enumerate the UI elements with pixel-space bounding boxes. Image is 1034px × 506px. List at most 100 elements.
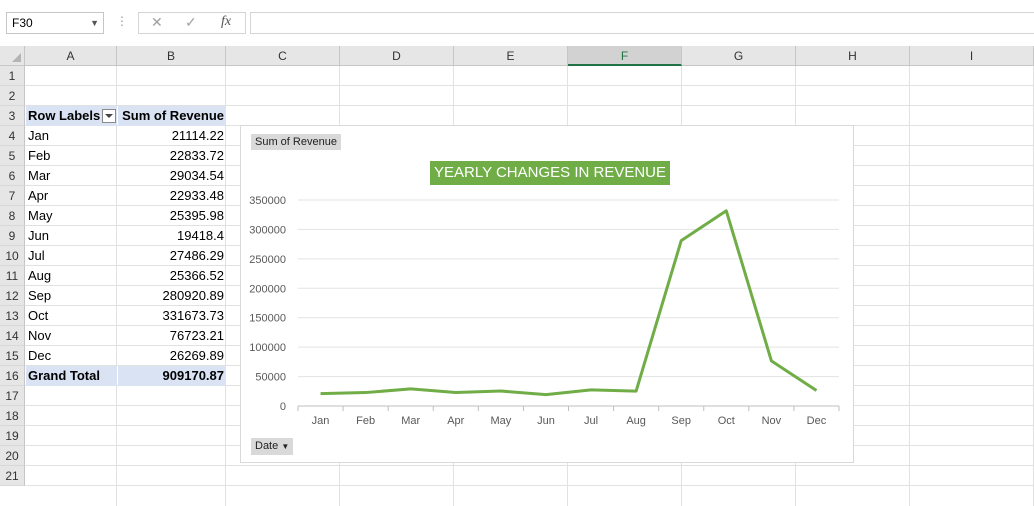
pivot-row-label-text: Feb <box>28 148 50 163</box>
row-header-19[interactable]: 19 <box>0 426 25 446</box>
pivot-row-label[interactable]: Jan <box>26 126 117 146</box>
formula-bar: F30 ▼ ⋮ ✕ ✓ fx <box>0 0 1034 46</box>
pivot-row-value-text: 27486.29 <box>170 248 224 263</box>
enter-icon[interactable]: ✓ <box>185 14 197 31</box>
row-header-20[interactable]: 20 <box>0 446 25 466</box>
insert-function-icon[interactable]: fx <box>221 14 231 30</box>
y-tick-label: 250000 <box>249 254 286 266</box>
pivot-row-label-text: Sep <box>28 288 51 303</box>
filter-dropdown-icon[interactable] <box>102 109 116 123</box>
row-header-11[interactable]: 11 <box>0 266 25 286</box>
pivot-row-value[interactable]: 25366.52 <box>118 266 226 286</box>
row-header-1[interactable]: 1 <box>0 66 25 86</box>
gridline <box>909 66 910 506</box>
row-header-10[interactable]: 10 <box>0 246 25 266</box>
row-header-15[interactable]: 15 <box>0 346 25 366</box>
row-header-14[interactable]: 14 <box>0 326 25 346</box>
axis-field-button[interactable]: Date ▼ <box>251 438 293 455</box>
grand-total-value[interactable]: 909170.87 <box>118 366 226 386</box>
name-box[interactable]: F30 ▼ <box>6 12 104 34</box>
pivot-row-label[interactable]: Oct <box>26 306 117 326</box>
grand-total-label[interactable]: Grand Total <box>26 366 117 386</box>
pivot-row-label-text: Mar <box>28 168 50 183</box>
column-header-h[interactable]: H <box>796 46 910 66</box>
column-header-e[interactable]: E <box>454 46 568 66</box>
pivot-row-value[interactable]: 76723.21 <box>118 326 226 346</box>
pivot-row-value[interactable]: 280920.89 <box>118 286 226 306</box>
pivot-row-label-text: Jan <box>28 128 49 143</box>
pivot-row-value-text: 29034.54 <box>170 168 224 183</box>
name-box-value: F30 <box>12 16 33 30</box>
pivot-row-label[interactable]: Dec <box>26 346 117 366</box>
pivot-row-value[interactable]: 331673.73 <box>118 306 226 326</box>
chevron-down-icon[interactable]: ▼ <box>90 13 99 33</box>
pivot-row-value[interactable]: 21114.22 <box>118 126 226 146</box>
series-line <box>321 211 817 395</box>
column-header-d[interactable]: D <box>340 46 454 66</box>
pivot-row-value[interactable]: 22933.48 <box>118 186 226 206</box>
column-header-g[interactable]: G <box>682 46 796 66</box>
pivot-row-value[interactable]: 22833.72 <box>118 146 226 166</box>
pivot-row-value-text: 331673.73 <box>163 308 224 323</box>
pivot-row-label[interactable]: Jun <box>26 226 117 246</box>
row-header-4[interactable]: 4 <box>0 126 25 146</box>
select-all-button[interactable] <box>0 46 25 66</box>
column-header-c[interactable]: C <box>226 46 340 66</box>
pivot-row-value-text: 26269.89 <box>170 348 224 363</box>
x-tick-label: Aug <box>626 415 646 427</box>
row-header-12[interactable]: 12 <box>0 286 25 306</box>
pivot-row-label-text: Jun <box>28 228 49 243</box>
pivot-row-label[interactable]: Sep <box>26 286 117 306</box>
pivot-header-row-labels[interactable]: Row Labels <box>26 106 117 126</box>
column-header-i[interactable]: I <box>910 46 1034 66</box>
chevron-down-icon: ▼ <box>281 442 289 451</box>
pivot-row-label[interactable]: Apr <box>26 186 117 206</box>
pivot-row-value-text: 22833.72 <box>170 148 224 163</box>
pivot-row-label[interactable]: Jul <box>26 246 117 266</box>
y-tick-label: 150000 <box>249 313 286 325</box>
column-header-f[interactable]: F <box>568 46 682 66</box>
chart-plot: 0500001000001500002000002500003000003500… <box>241 126 853 462</box>
formula-buttons: ✕ ✓ fx <box>138 12 246 34</box>
pivot-row-value[interactable]: 19418.4 <box>118 226 226 246</box>
pivot-chart[interactable]: Sum of Revenue YEARLY CHANGES IN REVENUE… <box>240 125 854 463</box>
row-header-2[interactable]: 2 <box>0 86 25 106</box>
pivot-row-value[interactable]: 25395.98 <box>118 206 226 226</box>
pivot-row-label[interactable]: Aug <box>26 266 117 286</box>
pivot-row-value[interactable]: 26269.89 <box>118 346 226 366</box>
pivot-row-label[interactable]: Feb <box>26 146 117 166</box>
y-tick-label: 100000 <box>249 342 286 354</box>
grand-total-label-text: Grand Total <box>28 368 100 383</box>
row-header-13[interactable]: 13 <box>0 306 25 326</box>
formula-input[interactable] <box>250 12 1034 34</box>
pivot-row-label[interactable]: Nov <box>26 326 117 346</box>
pivot-row-label-text: Dec <box>28 348 51 363</box>
row-header-18[interactable]: 18 <box>0 406 25 426</box>
gridline <box>25 485 1034 486</box>
drag-handle-icon[interactable]: ⋮ <box>116 14 127 28</box>
row-header-8[interactable]: 8 <box>0 206 25 226</box>
pivot-row-value-text: 19418.4 <box>177 228 224 243</box>
pivot-row-value-text: 21114.22 <box>172 128 224 143</box>
row-header-9[interactable]: 9 <box>0 226 25 246</box>
x-tick-label: Dec <box>807 415 827 427</box>
column-header-a[interactable]: A <box>25 46 117 66</box>
pivot-row-value[interactable]: 29034.54 <box>118 166 226 186</box>
x-tick-label: Jun <box>537 415 555 427</box>
gridline <box>25 85 1034 86</box>
column-header-b[interactable]: B <box>117 46 226 66</box>
row-header-3[interactable]: 3 <box>0 106 25 126</box>
row-header-5[interactable]: 5 <box>0 146 25 166</box>
row-header-17[interactable]: 17 <box>0 386 25 406</box>
row-header-6[interactable]: 6 <box>0 166 25 186</box>
cancel-icon[interactable]: ✕ <box>151 14 163 31</box>
row-header-16[interactable]: 16 <box>0 366 25 386</box>
pivot-row-value-text: 76723.21 <box>170 328 224 343</box>
pivot-row-label[interactable]: Mar <box>26 166 117 186</box>
x-tick-label: Oct <box>718 415 735 427</box>
pivot-row-value[interactable]: 27486.29 <box>118 246 226 266</box>
row-header-7[interactable]: 7 <box>0 186 25 206</box>
pivot-row-label[interactable]: May <box>26 206 117 226</box>
row-header-21[interactable]: 21 <box>0 466 25 486</box>
pivot-header-sum-of-revenue[interactable]: Sum of Revenue <box>118 106 226 126</box>
